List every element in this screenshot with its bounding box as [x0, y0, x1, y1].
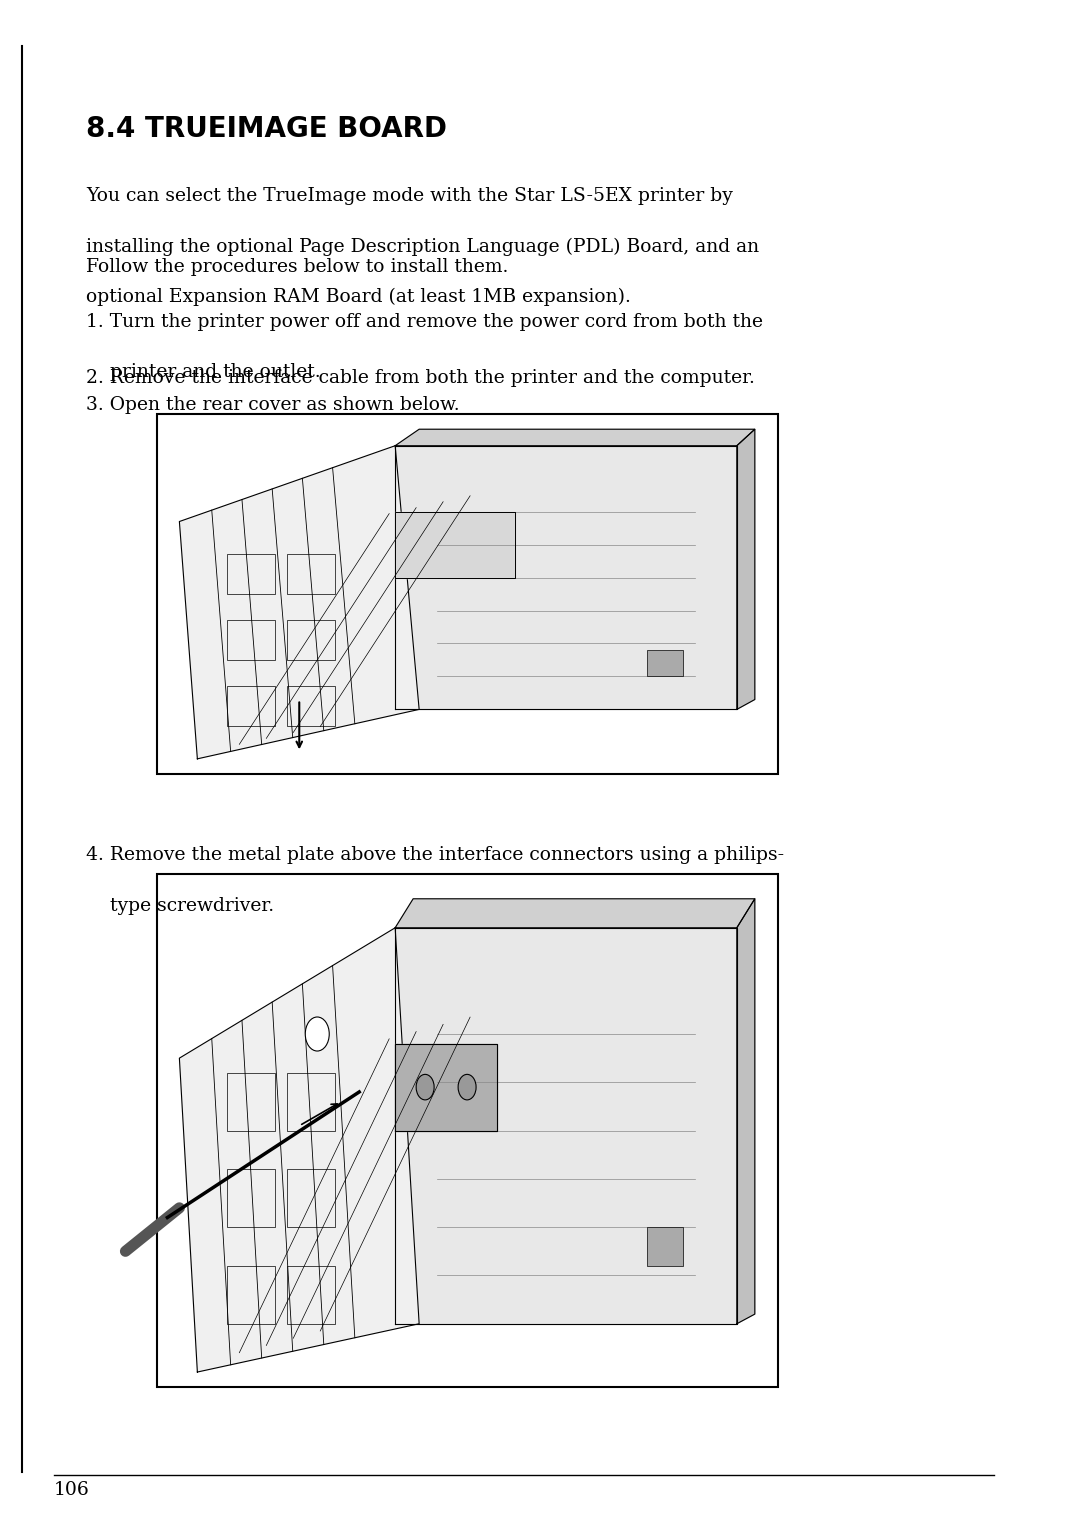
Bar — [228, 621, 275, 659]
Polygon shape — [179, 927, 419, 1372]
Text: 4. Remove the metal plate above the interface connectors using a philips-: 4. Remove the metal plate above the inte… — [86, 846, 784, 865]
Polygon shape — [395, 1044, 497, 1131]
Circle shape — [416, 1075, 434, 1099]
Bar — [157, 874, 778, 1387]
Bar — [287, 621, 335, 659]
Bar — [228, 1170, 275, 1226]
Bar — [228, 1266, 275, 1323]
Polygon shape — [179, 446, 419, 759]
Bar — [228, 1073, 275, 1131]
Polygon shape — [395, 446, 737, 710]
Polygon shape — [737, 898, 755, 1323]
Polygon shape — [395, 512, 515, 578]
Text: installing the optional Page Description Language (PDL) Board, and an: installing the optional Page Description… — [86, 238, 759, 256]
Text: 1. Turn the printer power off and remove the power cord from both the: 1. Turn the printer power off and remove… — [86, 313, 764, 331]
Bar — [287, 1073, 335, 1131]
Bar — [287, 1266, 335, 1323]
Polygon shape — [395, 898, 755, 927]
Bar — [228, 555, 275, 593]
Text: 8.4 TRUEIMAGE BOARD: 8.4 TRUEIMAGE BOARD — [86, 115, 447, 143]
Bar — [647, 650, 683, 676]
Text: Follow the procedures below to install them.: Follow the procedures below to install t… — [86, 258, 509, 276]
Polygon shape — [395, 429, 755, 446]
Circle shape — [458, 1075, 476, 1099]
Bar — [287, 555, 335, 593]
Text: type screwdriver.: type screwdriver. — [86, 897, 274, 915]
Text: optional Expansion RAM Board (at least 1MB expansion).: optional Expansion RAM Board (at least 1… — [86, 288, 632, 307]
Bar — [287, 687, 335, 727]
Text: 3. Open the rear cover as shown below.: 3. Open the rear cover as shown below. — [86, 396, 460, 414]
Text: You can select the TrueImage mode with the Star LS-5EX printer by: You can select the TrueImage mode with t… — [86, 187, 733, 205]
Text: printer and the outlet.: printer and the outlet. — [86, 363, 321, 382]
Bar — [647, 1226, 683, 1266]
Text: 106: 106 — [54, 1481, 90, 1499]
Bar — [287, 1170, 335, 1226]
Bar — [228, 687, 275, 727]
Bar — [157, 414, 778, 774]
Polygon shape — [395, 927, 737, 1323]
Circle shape — [306, 1016, 329, 1052]
Polygon shape — [737, 429, 755, 710]
Text: 2. Remove the interface cable from both the printer and the computer.: 2. Remove the interface cable from both … — [86, 369, 755, 388]
